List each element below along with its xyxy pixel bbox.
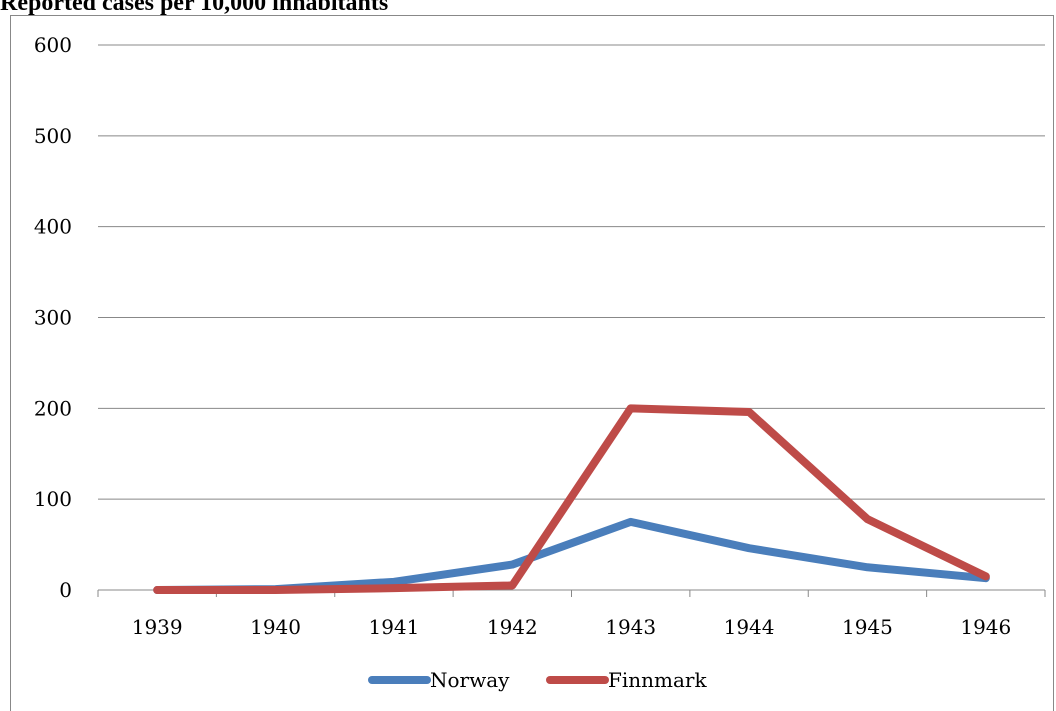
legend-label: Finnmark: [608, 668, 707, 692]
chart-title: Reported cases per 10,000 inhabitants: [0, 0, 388, 16]
x-tick-label: 1943: [605, 615, 656, 639]
y-tick-label: 0: [59, 578, 72, 602]
data-line: [153, 404, 990, 594]
legend-label: Norway: [430, 668, 510, 692]
y-tick-label: 400: [34, 215, 72, 239]
x-tick-label: 1942: [487, 615, 538, 639]
y-tick-label: 200: [34, 396, 72, 420]
x-tick-label: 1944: [724, 615, 775, 639]
x-tick-label: 1945: [842, 615, 893, 639]
x-tick-label: 1946: [960, 615, 1011, 639]
y-tick-label: 600: [34, 33, 72, 57]
x-tick-label: 1941: [368, 615, 419, 639]
y-tick-label: 100: [34, 487, 72, 511]
y-tick-label: 300: [34, 306, 72, 330]
y-tick-label: 500: [34, 124, 72, 148]
x-tick-label: 1940: [250, 615, 301, 639]
x-tick-label: 1939: [132, 615, 183, 639]
chart-frame: [10, 15, 1054, 711]
